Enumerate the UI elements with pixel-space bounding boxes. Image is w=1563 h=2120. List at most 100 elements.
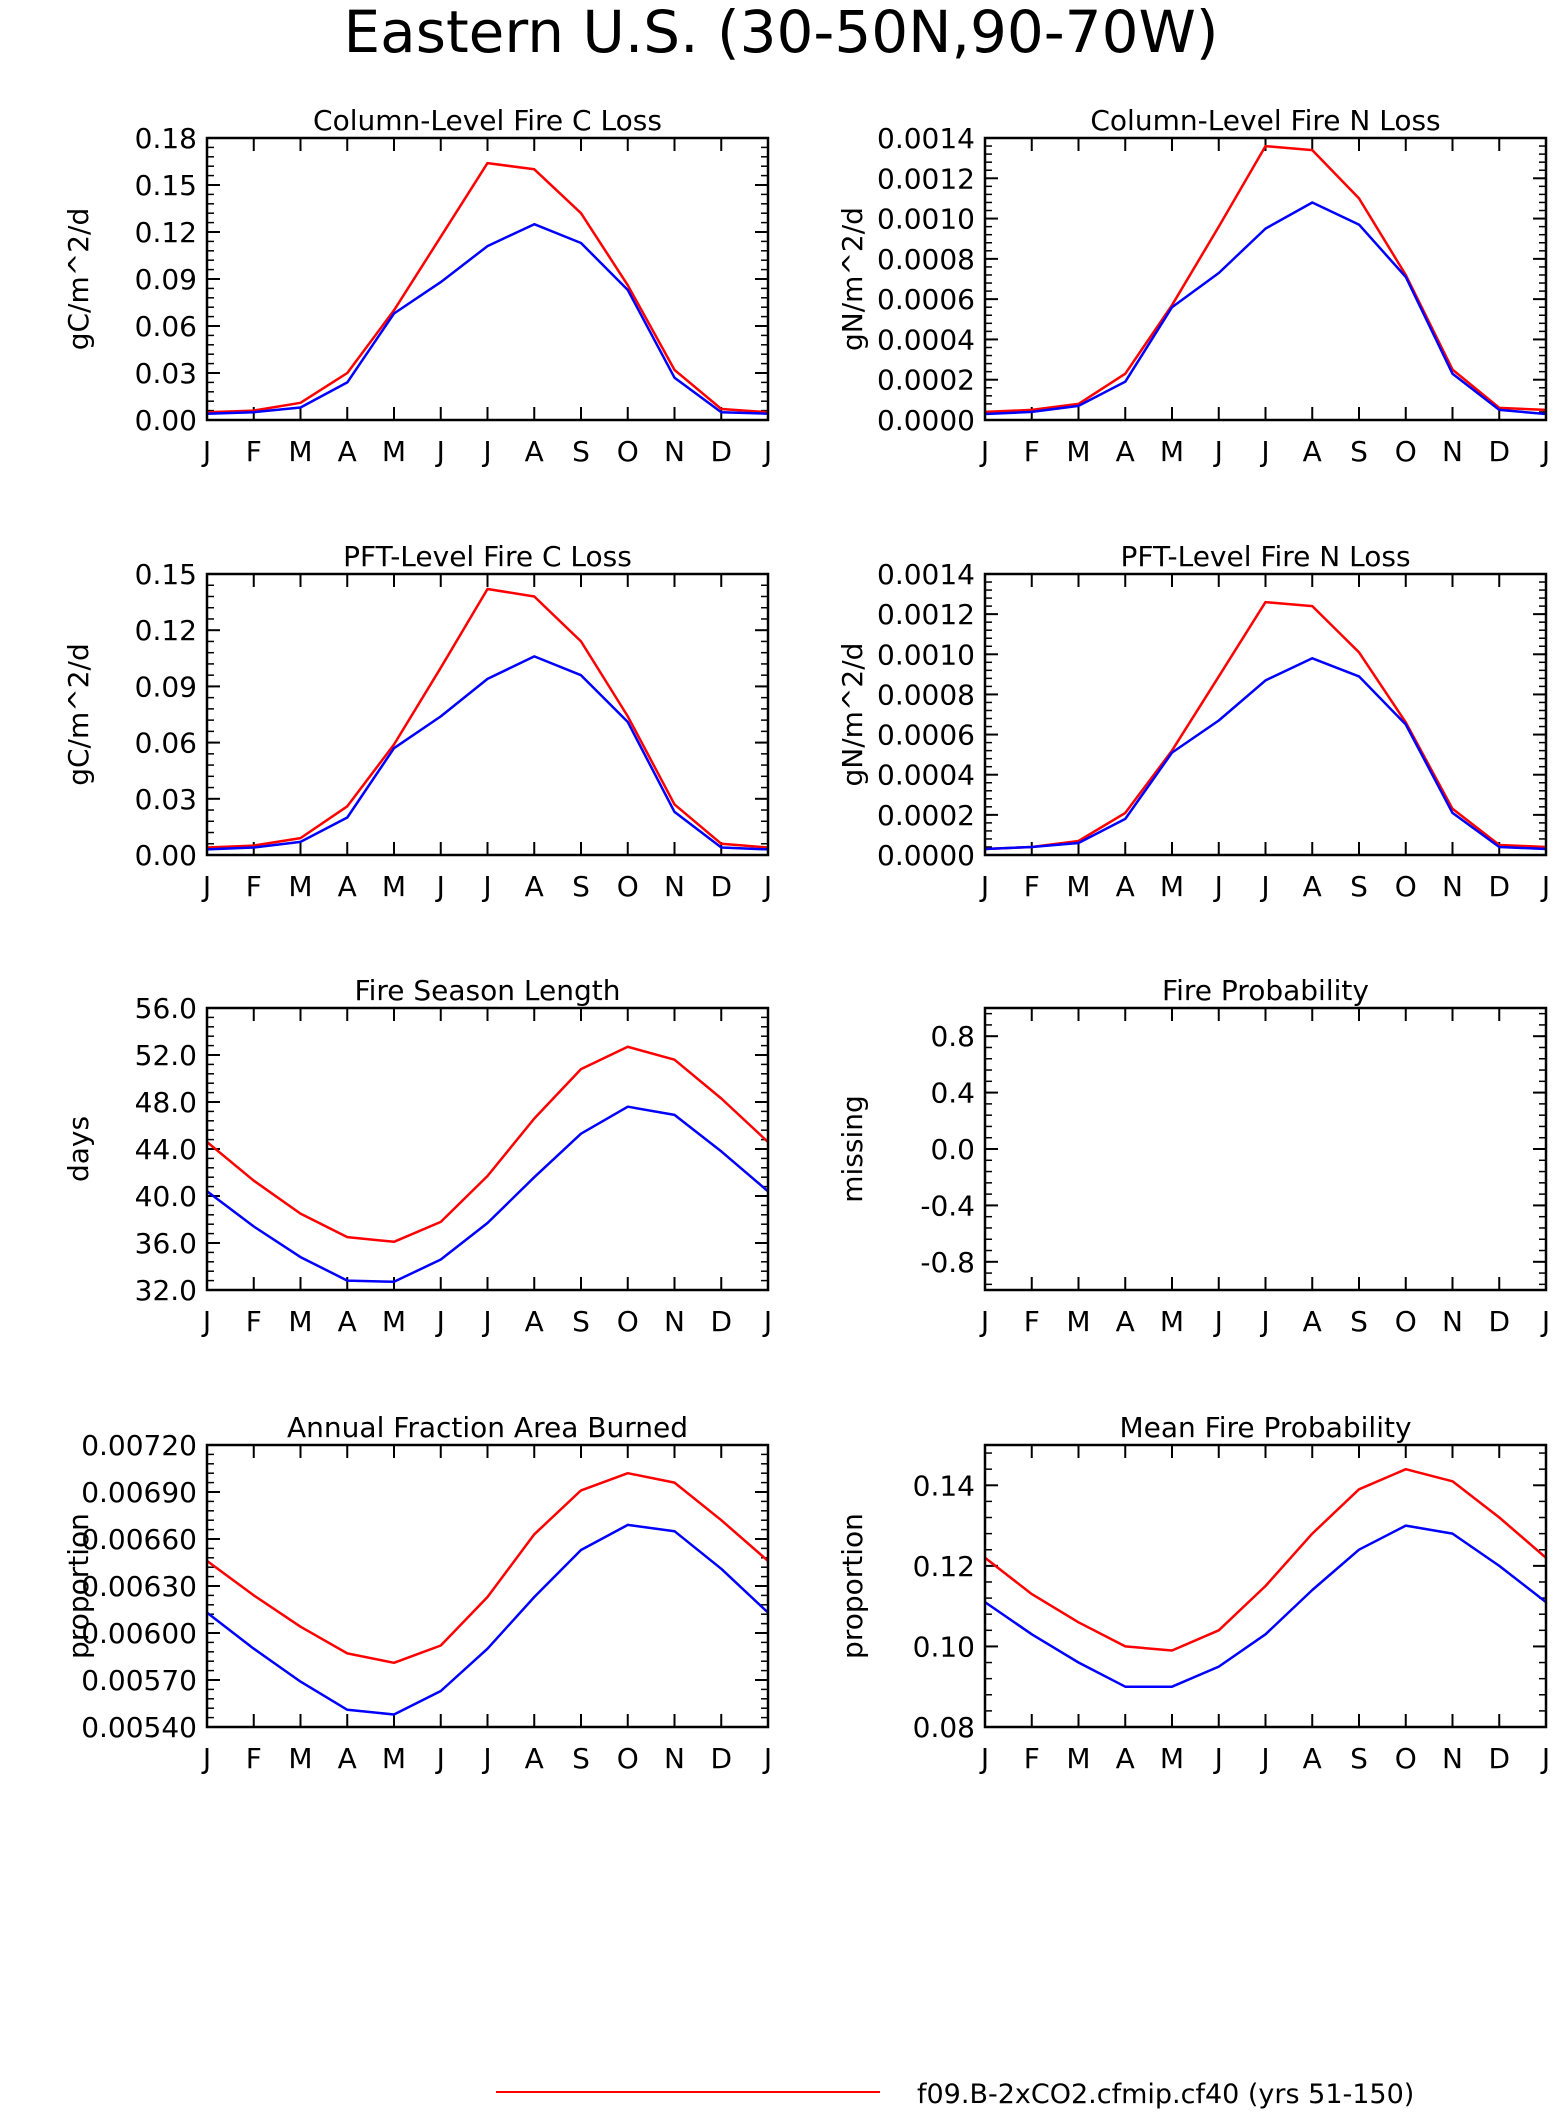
x-tick-label: J: [435, 870, 445, 903]
y-tick-label: 0.09: [135, 670, 197, 703]
figure-title: Eastern U.S. (30-50N,90-70W): [344, 0, 1219, 66]
series-line: [206, 1471, 769, 1665]
x-tick-label: J: [481, 1742, 491, 1775]
x-tick-label: J: [201, 1305, 211, 1338]
x-tick-label: A: [1303, 870, 1322, 903]
x-tick-label: D: [1488, 1742, 1510, 1775]
y-tick-label: 0.00660: [81, 1523, 197, 1556]
y-tick-label: 0.0006: [877, 283, 975, 316]
y-tick-label: 0.12: [913, 1550, 975, 1583]
y-tick-label: 0.14: [913, 1469, 975, 1502]
x-tick-label: J: [1213, 1305, 1223, 1338]
x-tick-label: O: [1395, 1305, 1417, 1338]
x-tick-label: F: [246, 435, 262, 468]
y-tick-label: 48.0: [135, 1086, 197, 1119]
x-tick-label: M: [382, 870, 406, 903]
x-tick-label: A: [338, 435, 357, 468]
x-tick-label: O: [1395, 870, 1417, 903]
y-tick-label: 0.0002: [877, 799, 975, 832]
x-tick-label: J: [1540, 870, 1550, 903]
chart-title: Fire Season Length: [355, 974, 621, 1007]
y-tick-label: 0.0012: [877, 162, 975, 195]
x-tick-label: F: [246, 1305, 262, 1338]
series-line: [984, 657, 1547, 851]
y-tick-label: 0.15: [135, 558, 197, 591]
x-tick-label: D: [1488, 1305, 1510, 1338]
series-line: [984, 1524, 1547, 1688]
x-tick-label: J: [435, 435, 445, 468]
y-tick-label: 52.0: [135, 1039, 197, 1072]
x-tick-label: A: [338, 1305, 357, 1338]
x-tick-label: N: [664, 435, 685, 468]
plot-frame: [205, 1443, 770, 1729]
chart-title: Column-Level Fire N Loss: [1090, 104, 1440, 137]
x-tick-label: N: [1442, 1305, 1463, 1338]
x-tick-label: A: [525, 1305, 544, 1338]
x-tick-label: A: [525, 435, 544, 468]
x-tick-label: A: [1116, 870, 1135, 903]
x-tick-label: S: [572, 1742, 590, 1775]
y-tick-label: 0.00600: [81, 1617, 197, 1650]
x-tick-label: M: [382, 435, 406, 468]
x-tick-label: A: [525, 870, 544, 903]
x-tick-label: A: [1303, 1742, 1322, 1775]
series-line: [206, 1523, 769, 1716]
x-tick-label: J: [1540, 1305, 1550, 1338]
x-tick-label: N: [664, 870, 685, 903]
x-tick-label: N: [1442, 1742, 1463, 1775]
x-tick-label: J: [1213, 435, 1223, 468]
x-tick-label: N: [1442, 870, 1463, 903]
x-tick-label: N: [664, 1742, 685, 1775]
x-tick-label: A: [338, 1742, 357, 1775]
x-tick-label: J: [762, 1742, 772, 1775]
x-tick-label: O: [617, 435, 639, 468]
x-tick-label: J: [762, 1305, 772, 1338]
y-tick-label: 0.06: [135, 727, 197, 760]
y-tick-label: 0.0006: [877, 719, 975, 752]
y-tick-label: 0.00690: [81, 1476, 197, 1509]
y-tick-label: 32.0: [135, 1274, 197, 1307]
x-tick-label: A: [338, 870, 357, 903]
y-tick-label: 0.03: [135, 357, 197, 390]
y-tick-label: 0.0010: [877, 203, 975, 236]
x-tick-label: J: [201, 870, 211, 903]
x-tick-label: J: [979, 435, 989, 468]
x-tick-label: J: [201, 1742, 211, 1775]
y-tick-label: 0.0014: [877, 558, 975, 591]
x-tick-label: M: [382, 1305, 406, 1338]
x-tick-label: S: [1350, 870, 1368, 903]
series-line: [984, 144, 1547, 414]
series-line: [984, 201, 1547, 416]
x-tick-label: D: [710, 870, 732, 903]
x-tick-label: J: [1259, 1305, 1269, 1338]
x-tick-label: O: [1395, 1742, 1417, 1775]
series-line: [206, 1045, 769, 1244]
series-line: [206, 161, 769, 414]
x-tick-label: D: [710, 1742, 732, 1775]
y-tick-label: 0.0002: [877, 364, 975, 397]
y-axis-label: gC/m^2/d: [62, 208, 95, 351]
x-tick-label: D: [1488, 870, 1510, 903]
x-tick-label: M: [1066, 1305, 1090, 1338]
y-tick-label: 0.15: [135, 169, 197, 202]
x-tick-label: O: [617, 870, 639, 903]
x-tick-label: D: [710, 1305, 732, 1338]
legend-label: f09.B-2xCO2.cfmip.cf40 (yrs 51-150): [917, 2079, 1414, 2110]
y-axis-label: proportion: [836, 1513, 869, 1659]
x-tick-label: M: [1066, 870, 1090, 903]
x-tick-label: A: [1116, 435, 1135, 468]
x-tick-label: D: [1488, 435, 1510, 468]
x-tick-label: J: [1213, 870, 1223, 903]
y-tick-label: 0.09: [135, 263, 197, 296]
x-tick-label: M: [288, 870, 312, 903]
x-tick-label: M: [1066, 1742, 1090, 1775]
x-tick-label: A: [1303, 435, 1322, 468]
plot-frame: [205, 1006, 770, 1292]
x-tick-label: J: [762, 435, 772, 468]
x-tick-label: M: [1160, 1305, 1184, 1338]
plot-frame: [983, 1443, 1548, 1729]
y-tick-label: 0.03: [135, 783, 197, 816]
